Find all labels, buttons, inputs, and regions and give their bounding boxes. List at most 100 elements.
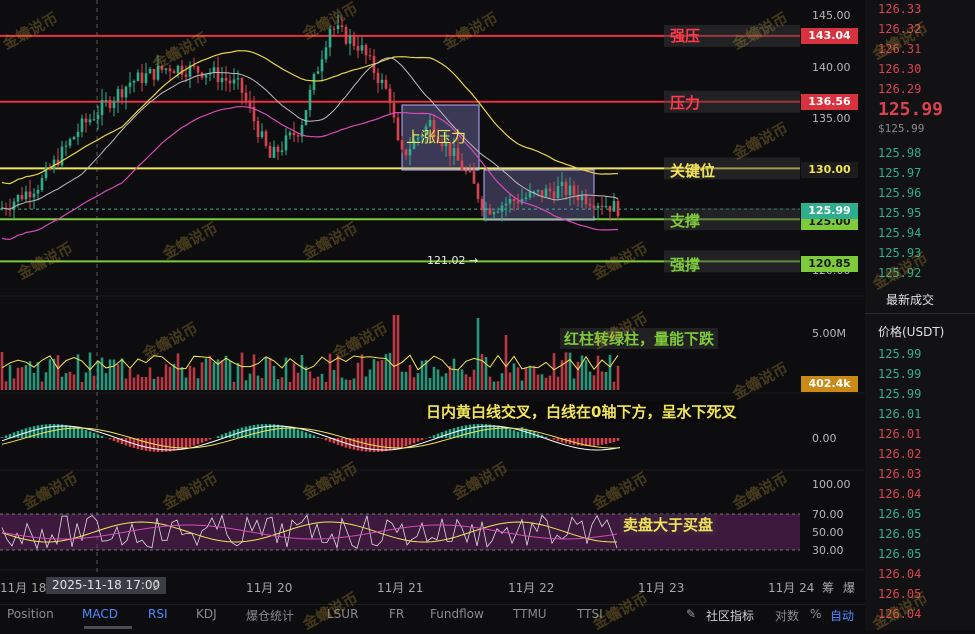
- volume-bar: [289, 382, 292, 390]
- candle-body: [561, 182, 564, 186]
- candle-body: [501, 206, 504, 212]
- tab-scroll-indicator[interactable]: [84, 626, 132, 629]
- candle-body: [553, 191, 556, 198]
- volume-bar: [473, 370, 476, 390]
- volume-bar: [93, 376, 96, 390]
- volume-bar: [49, 359, 52, 390]
- volume-bar: [613, 382, 616, 390]
- volume-bar: [177, 353, 180, 390]
- auto-scale-toggle[interactable]: 自动: [830, 607, 854, 624]
- ask-row[interactable]: 126.30: [878, 62, 921, 76]
- macd-histogram-bar: [405, 438, 408, 446]
- volume-bar: [329, 354, 332, 390]
- tab-liquidation-stats[interactable]: 爆仓统计: [246, 607, 294, 624]
- candle-body: [29, 192, 32, 198]
- trade-row[interactable]: 125.99: [878, 367, 921, 381]
- candle-body: [573, 186, 576, 195]
- volume-bar: [369, 370, 372, 390]
- bid-row[interactable]: 125.98: [878, 146, 921, 160]
- trade-row[interactable]: 126.02: [878, 447, 921, 461]
- tab-fr[interactable]: FR: [389, 607, 404, 621]
- volume-bar: [373, 359, 376, 390]
- trade-row[interactable]: 126.04: [878, 567, 921, 581]
- volume-bar: [449, 366, 452, 390]
- tab-ttmu[interactable]: TTMU: [513, 607, 547, 621]
- trade-row[interactable]: 126.05: [878, 507, 921, 521]
- candle-body: [453, 148, 456, 156]
- tab-macd[interactable]: MACD: [82, 607, 118, 621]
- macd-histogram-bar: [465, 425, 468, 438]
- rsi-tick: 70.00: [812, 508, 844, 521]
- tab-position[interactable]: Position: [7, 607, 54, 621]
- bid-row[interactable]: 125.94: [878, 226, 921, 240]
- candle-body: [513, 199, 516, 201]
- macd-histogram-bar: [189, 438, 192, 447]
- volume-bar: [317, 377, 320, 390]
- percent-scale-toggle[interactable]: %: [810, 607, 821, 621]
- chips-icon[interactable]: 筹: [822, 579, 834, 596]
- bid-row[interactable]: 125.97: [878, 166, 921, 180]
- volume-bar: [545, 378, 548, 390]
- community-indicators-button[interactable]: 社区指标: [706, 607, 754, 624]
- ask-row[interactable]: 126.33: [878, 2, 921, 16]
- liquidation-icon[interactable]: 爆: [843, 579, 855, 596]
- macd-histogram-bar: [597, 438, 600, 445]
- volume-bar: [225, 356, 228, 390]
- volume-bar: [617, 366, 620, 390]
- volume-bar: [221, 360, 224, 390]
- trade-row[interactable]: 126.01: [878, 427, 921, 441]
- trade-row[interactable]: 125.99: [878, 387, 921, 401]
- strong-support-label: 强撑: [668, 255, 702, 275]
- volume-bar: [549, 376, 552, 390]
- volume-bar: [5, 381, 8, 390]
- ask-row[interactable]: 126.29: [878, 82, 921, 96]
- volume-bar: [105, 373, 108, 390]
- macd-histogram-bar: [169, 438, 172, 451]
- macd-histogram-bar: [365, 438, 368, 452]
- volume-bar: [417, 373, 420, 390]
- trade-row[interactable]: 126.01: [878, 407, 921, 421]
- tab-kdj[interactable]: KDJ: [196, 607, 217, 621]
- candle-body: [81, 119, 84, 132]
- volume-bar: [469, 377, 472, 390]
- bid-row[interactable]: 125.96: [878, 186, 921, 200]
- trade-row[interactable]: 126.03: [878, 467, 921, 481]
- trade-row[interactable]: 126.05: [878, 527, 921, 541]
- volume-axis-max: 5.00M: [812, 327, 846, 340]
- macd-histogram-bar: [93, 433, 96, 438]
- price-chart[interactable]: [0, 0, 865, 605]
- volume-bar: [501, 373, 504, 390]
- box-label: 上涨压力: [406, 126, 466, 147]
- candle-body: [461, 161, 464, 171]
- trade-row[interactable]: 126.04: [878, 487, 921, 501]
- volume-bar: [173, 364, 176, 390]
- candle-body: [613, 201, 616, 212]
- candle-body: [73, 137, 76, 139]
- tab-fundflow[interactable]: Fundflow: [430, 607, 484, 621]
- macd-histogram-bar: [33, 426, 36, 438]
- bid-row[interactable]: 125.95: [878, 206, 921, 220]
- candle-body: [229, 81, 232, 84]
- volume-bar: [33, 373, 36, 390]
- volume-bar: [101, 358, 104, 390]
- candle-body: [225, 78, 228, 81]
- volume-bar: [257, 376, 260, 390]
- volume-bar: [125, 379, 128, 390]
- volume-bar: [409, 365, 412, 390]
- tab-rsi[interactable]: RSI: [148, 607, 168, 621]
- macd-histogram-bar: [229, 432, 232, 438]
- macd-histogram-bar: [389, 438, 392, 450]
- macd-histogram-bar: [217, 436, 220, 438]
- macd-histogram-bar: [277, 425, 280, 438]
- macd-histogram-bar: [425, 438, 428, 439]
- log-scale-toggle[interactable]: 对数: [775, 607, 799, 624]
- volume-bar: [233, 382, 236, 390]
- candle-body: [405, 150, 408, 156]
- candle-body: [477, 184, 480, 199]
- edit-icon[interactable]: ✎: [686, 607, 696, 621]
- candle-body: [313, 74, 316, 90]
- candle-body: [101, 100, 104, 115]
- trade-row[interactable]: 125.99: [878, 347, 921, 361]
- candle-body: [41, 178, 44, 190]
- trade-row[interactable]: 126.05: [878, 547, 921, 561]
